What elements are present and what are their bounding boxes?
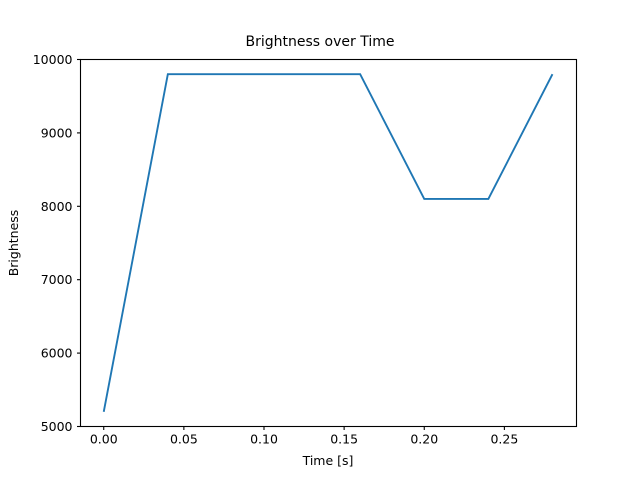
chart-title: Brightness over Time — [246, 34, 395, 50]
x-tick-label: 0.15 — [330, 432, 358, 447]
y-tick-label: 10000 — [33, 52, 73, 67]
y-axis-label: Brightness — [6, 210, 21, 277]
y-tick-label: 5000 — [41, 419, 73, 434]
x-tick-label: 0.00 — [90, 432, 118, 447]
x-tick-label: 0.10 — [250, 432, 278, 447]
x-tick-label: 0.05 — [170, 432, 198, 447]
data-line-brightness — [102, 73, 554, 412]
y-tick-label: 8000 — [41, 199, 73, 214]
y-tick-label: 6000 — [41, 346, 73, 361]
x-tick-label: 0.25 — [490, 432, 518, 447]
y-tick-label: 7000 — [41, 272, 73, 287]
axes-frame — [79, 58, 578, 428]
x-axis-label: Time [s] — [302, 453, 354, 468]
y-tick-label: 9000 — [41, 125, 73, 140]
x-axis-ticks: 0.00 0.05 0.10 0.15 0.20 0.25 — [90, 426, 518, 447]
x-tick-label: 0.20 — [410, 432, 438, 447]
data-series-group — [102, 73, 554, 412]
y-axis-ticks: 5000 6000 7000 8000 9000 10000 — [33, 52, 81, 434]
